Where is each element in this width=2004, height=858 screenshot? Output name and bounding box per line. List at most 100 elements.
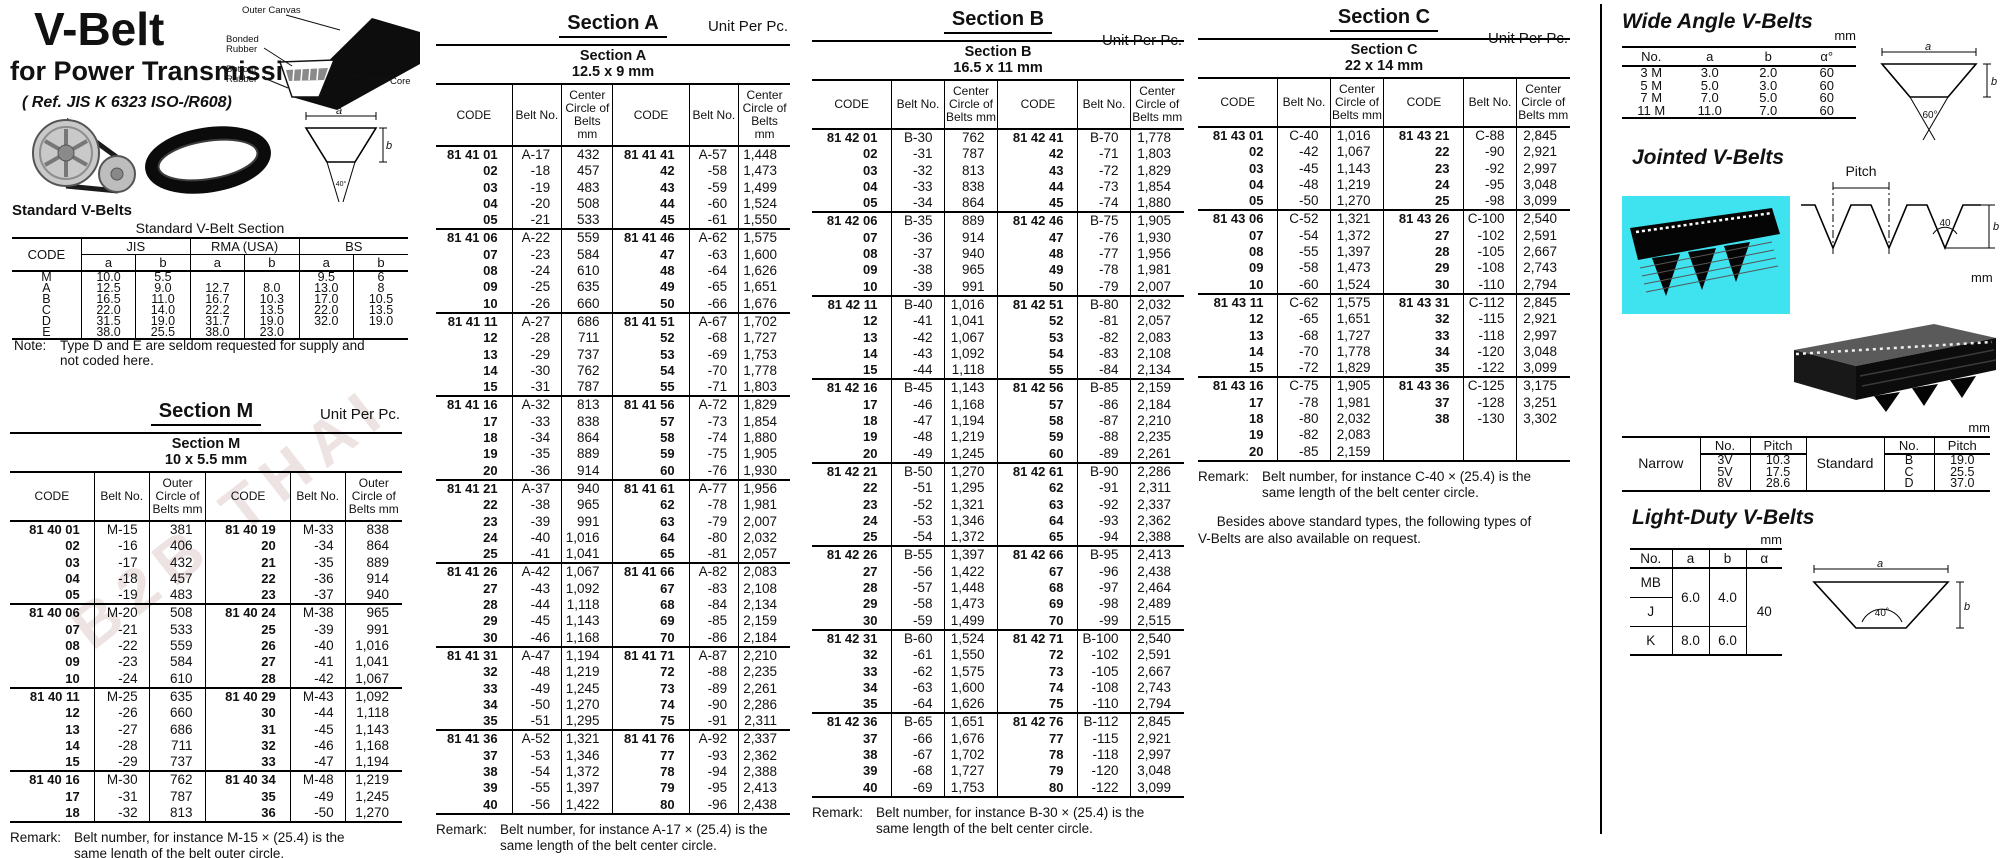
belt-cell: -37 (289, 587, 346, 605)
belt-cell: -36 (289, 570, 346, 588)
val-cell: 1,143 (943, 378, 998, 397)
column-header: Center Circle of Belts mm (561, 84, 613, 147)
belt-cell: -93 (1077, 512, 1131, 530)
cell: 11.0 (1697, 102, 1722, 118)
belt-cell: -76 (1077, 229, 1131, 247)
belt-cell: -74 (1077, 195, 1131, 213)
column-header: Belt No. (891, 80, 945, 130)
cell: 4.0 (1708, 567, 1747, 627)
cell: 9.0 (135, 282, 191, 294)
code-cell: 81 41 26 (436, 562, 513, 581)
cell: 7 M (1640, 90, 1663, 105)
code-cell: 08 (1249, 244, 1264, 260)
val-cell: 1,118 (561, 597, 613, 614)
belt-cell: C-100 (1463, 209, 1517, 228)
val-cell: 2,032 (1129, 294, 1184, 314)
bottom-rubber-label2: Rubber (226, 74, 257, 85)
unit-label: Unit Per Pc. (707, 18, 788, 35)
belt-cell: -85 (1277, 443, 1331, 461)
belt-cell: -69 (688, 346, 739, 363)
val-cell: 914 (943, 229, 998, 247)
code-cell: 81 43 16 (1198, 376, 1278, 395)
sub-header: b (135, 254, 191, 272)
cell: 3.0 (1700, 65, 1719, 80)
val-cell: 1,270 (943, 461, 998, 481)
val-cell: 1,499 (943, 612, 998, 630)
belt-cell: -36 (511, 462, 562, 480)
belt-cell: -53 (891, 512, 945, 530)
val-cell: 838 (344, 521, 402, 539)
belt-cell: A-92 (688, 729, 739, 748)
standard-vbelt-section-table: CODE JIS RMA (USA) BS a b a b a b M 10.0 5… (12, 237, 408, 340)
code-cell: 60 (997, 445, 1078, 463)
val-cell: 1,803 (1129, 146, 1184, 163)
belt-cell: -61 (688, 212, 739, 230)
val-cell: 2,286 (1129, 461, 1184, 481)
column-header: Center Circle of Belts mm (1129, 80, 1184, 130)
belt-cell: -33 (891, 178, 945, 196)
code-cell: 39 (863, 763, 878, 779)
val-cell: 432 (148, 554, 206, 571)
code-cell: 10 (65, 670, 80, 686)
code-cell: 58 (997, 413, 1078, 430)
belt-cell: -80 (1277, 411, 1331, 428)
code-cell: 72 (997, 647, 1078, 664)
belt-cell: -78 (1277, 394, 1331, 412)
val-cell: 635 (561, 279, 613, 296)
cell: 16.7 (189, 293, 245, 305)
val-cell: 813 (943, 162, 998, 179)
code-cell: 22 (483, 497, 498, 513)
belt-cell: -50 (511, 696, 562, 714)
val-cell: 1,245 (561, 680, 613, 697)
val-cell: 1,600 (943, 679, 998, 697)
row-label: J (1629, 596, 1673, 627)
code-cell: 35 (205, 788, 291, 806)
val-cell: 1,550 (738, 212, 790, 230)
code-cell: 81 41 46 (612, 228, 690, 247)
code-cell: 81 42 11 (812, 294, 892, 314)
val-cell: 2,083 (738, 562, 790, 581)
val-cell: 508 (148, 603, 206, 622)
val-cell: 2,083 (1329, 427, 1384, 444)
val-cell: 1,448 (738, 146, 790, 164)
bottom-rubber-label: Bottom (226, 64, 256, 75)
belt-cell: -63 (688, 246, 739, 264)
val-cell: 1,346 (561, 747, 613, 764)
val-cell: 2,337 (1129, 496, 1184, 513)
belt-cell: -88 (1077, 429, 1131, 446)
code-cell: 07 (483, 246, 498, 262)
code-cell: 40 (483, 796, 498, 812)
cell: 22.0 (298, 304, 354, 316)
code-cell: 14 (1249, 343, 1264, 359)
belt-cell: -86 (688, 629, 739, 647)
code-cell: 17 (1249, 394, 1264, 410)
column-header: Belt No. (1463, 78, 1517, 128)
code-cell: 25 (483, 546, 498, 562)
belt-cell: M-38 (289, 603, 346, 622)
belt-cell: B-112 (1077, 712, 1131, 731)
cell: 11 M (1637, 102, 1666, 118)
belt-cell: -43 (511, 580, 562, 598)
belt-cell: -102 (1077, 647, 1131, 664)
belt-cell: -36 (891, 229, 945, 247)
belt-cell: -84 (1077, 362, 1131, 380)
val-cell: 1,880 (1129, 195, 1184, 213)
belt-cell: -92 (1077, 496, 1131, 513)
val-cell: 686 (148, 721, 206, 738)
column-header: b (1708, 549, 1747, 569)
val-cell: 1,397 (1329, 244, 1384, 261)
jointed-title: Jointed V-Belts (1632, 146, 1785, 169)
code-cell: 81 43 21 (1383, 127, 1464, 145)
code-cell: 81 41 41 (612, 146, 690, 164)
code-cell: 79 (997, 763, 1078, 780)
val-cell: 1,016 (1329, 127, 1384, 145)
pitch-profile-diagram: Pitch 40 b mm (1801, 163, 1999, 285)
belt-cell: -39 (891, 278, 945, 296)
belt-cell: -79 (1077, 278, 1131, 296)
belt-cell: -122 (1077, 779, 1131, 797)
belt-cell: -108 (1077, 679, 1131, 697)
code-cell: 74 (997, 679, 1078, 697)
val-cell: 762 (561, 362, 613, 380)
code-cell: 10 (483, 295, 498, 311)
code-cell: 52 (612, 330, 690, 347)
